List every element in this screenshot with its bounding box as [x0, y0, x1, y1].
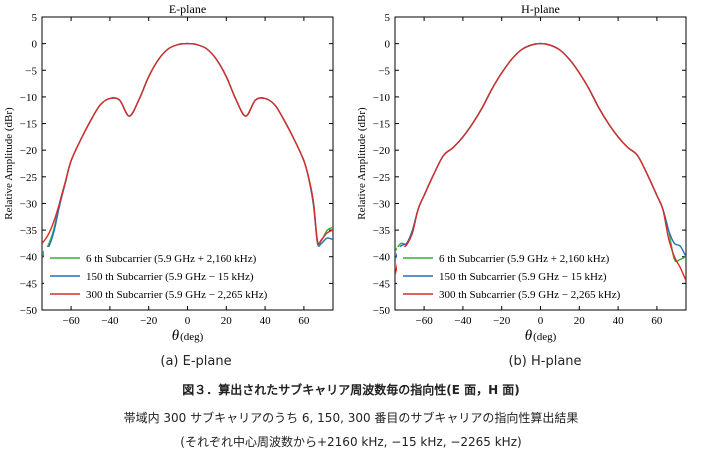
- x-tick-label: −40: [454, 315, 472, 327]
- x-axis-symbol: θ: [525, 328, 533, 344]
- legend-box: [44, 247, 302, 303]
- y-tick-label: −35: [20, 225, 38, 237]
- y-tick-label: −5: [378, 65, 390, 77]
- y-axis-label: Relative Amplitude (dBr): [356, 107, 368, 220]
- x-axis-unit: (deg): [533, 331, 557, 343]
- x-tick-label: −40: [101, 315, 119, 327]
- y-tick-label: −50: [20, 305, 38, 317]
- y-tick-label: −35: [373, 225, 391, 237]
- h-plane-chart: H-plane −60 −40 −20 0 20 40 60 5 0 −5 −10 −15 −20 −25 −…: [356, 2, 687, 344]
- chart-title: E-plane: [169, 2, 206, 16]
- subcaption-b: (b) H-plane: [508, 354, 582, 369]
- series-line-1: [395, 42, 686, 263]
- figure-caption-title: 図３．算出されたサブキャリア周波数毎の指向性(E 面，H 面): [182, 383, 520, 397]
- figure-caption-line1: 帯域内 300 サブキャリアのうち 6, 150, 300 番目のサブキャリアの…: [123, 411, 579, 425]
- x-tick-label: 20: [574, 315, 586, 327]
- legend-label-1: 6 th Subcarrier (5.9 GHz + 2,160 kHz): [439, 253, 610, 265]
- x-tick-label: −60: [62, 315, 80, 327]
- x-tick-label: −20: [493, 315, 511, 327]
- y-tick-label: −40: [373, 252, 391, 264]
- series-line-3: [42, 42, 333, 245]
- y-tick-label: −40: [20, 252, 38, 264]
- series-line-1: [42, 42, 333, 255]
- y-tick-label: −25: [373, 172, 391, 184]
- x-axis-label: θ(deg): [172, 328, 204, 344]
- x-axis-symbol: θ: [172, 328, 180, 344]
- chart-title: H-plane: [521, 2, 560, 16]
- series-group: [42, 42, 333, 258]
- x-tick-label: 0: [538, 315, 544, 327]
- x-tick-label: 40: [260, 315, 272, 327]
- y-tick-label: −20: [373, 145, 391, 157]
- x-tick-label: −20: [140, 315, 158, 327]
- y-tick-label: −15: [20, 119, 38, 131]
- y-tick-label: 0: [385, 39, 391, 51]
- x-tick-label: 40: [613, 315, 625, 327]
- figure-caption-line2: (それぞれ中心周波数から+2160 kHz, −15 kHz, −2265 kH…: [180, 435, 522, 449]
- legend-label-3: 300 th Subcarrier (5.9 GHz − 2,265 kHz): [439, 289, 621, 301]
- subcaption-a: (a) E-plane: [160, 354, 232, 369]
- legend-box: [397, 247, 655, 303]
- y-tick-label: −30: [20, 198, 38, 210]
- legend-label-1: 6 th Subcarrier (5.9 GHz + 2,160 kHz): [86, 253, 257, 265]
- y-tick-label: −30: [373, 198, 391, 210]
- y-tick-label: −25: [20, 172, 38, 184]
- y-tick-label: −20: [20, 145, 38, 157]
- x-tick-label: 60: [651, 315, 663, 327]
- y-tick-label: −10: [373, 92, 391, 104]
- e-plane-chart: E-plane −60 −40 −20 0 20 40 60 5 0 −5 −10 −15 −20 −25 −…: [3, 2, 334, 344]
- series-line-2: [42, 42, 333, 258]
- y-axis-label: Relative Amplitude (dBr): [3, 107, 15, 220]
- y-tick-label: −15: [373, 119, 391, 131]
- series-group: [395, 42, 686, 281]
- legend-label-3: 300 th Subcarrier (5.9 GHz − 2,265 kHz): [86, 289, 268, 301]
- x-tick-label: −60: [415, 315, 433, 327]
- y-tick-label: 5: [385, 12, 391, 24]
- y-tick-label: −5: [25, 65, 37, 77]
- legend-label-2: 150 th Subcarrier (5.9 GHz − 15 kHz): [439, 271, 607, 283]
- y-tick-label: −10: [20, 92, 38, 104]
- y-tick-label: 0: [32, 39, 38, 51]
- y-tick-label: −50: [373, 305, 391, 317]
- x-axis-unit: (deg): [180, 331, 204, 343]
- x-tick-label: 0: [185, 315, 191, 327]
- series-line-3: [395, 42, 686, 281]
- x-tick-label: 20: [221, 315, 233, 327]
- y-tick-label: 5: [32, 12, 38, 24]
- series-line-2: [395, 42, 686, 260]
- legend-label-2: 150 th Subcarrier (5.9 GHz − 15 kHz): [86, 271, 254, 283]
- y-tick-label: −45: [373, 278, 391, 290]
- y-tick-label: −45: [20, 278, 38, 290]
- x-axis-label: θ(deg): [525, 328, 557, 344]
- x-tick-label: 60: [298, 315, 310, 327]
